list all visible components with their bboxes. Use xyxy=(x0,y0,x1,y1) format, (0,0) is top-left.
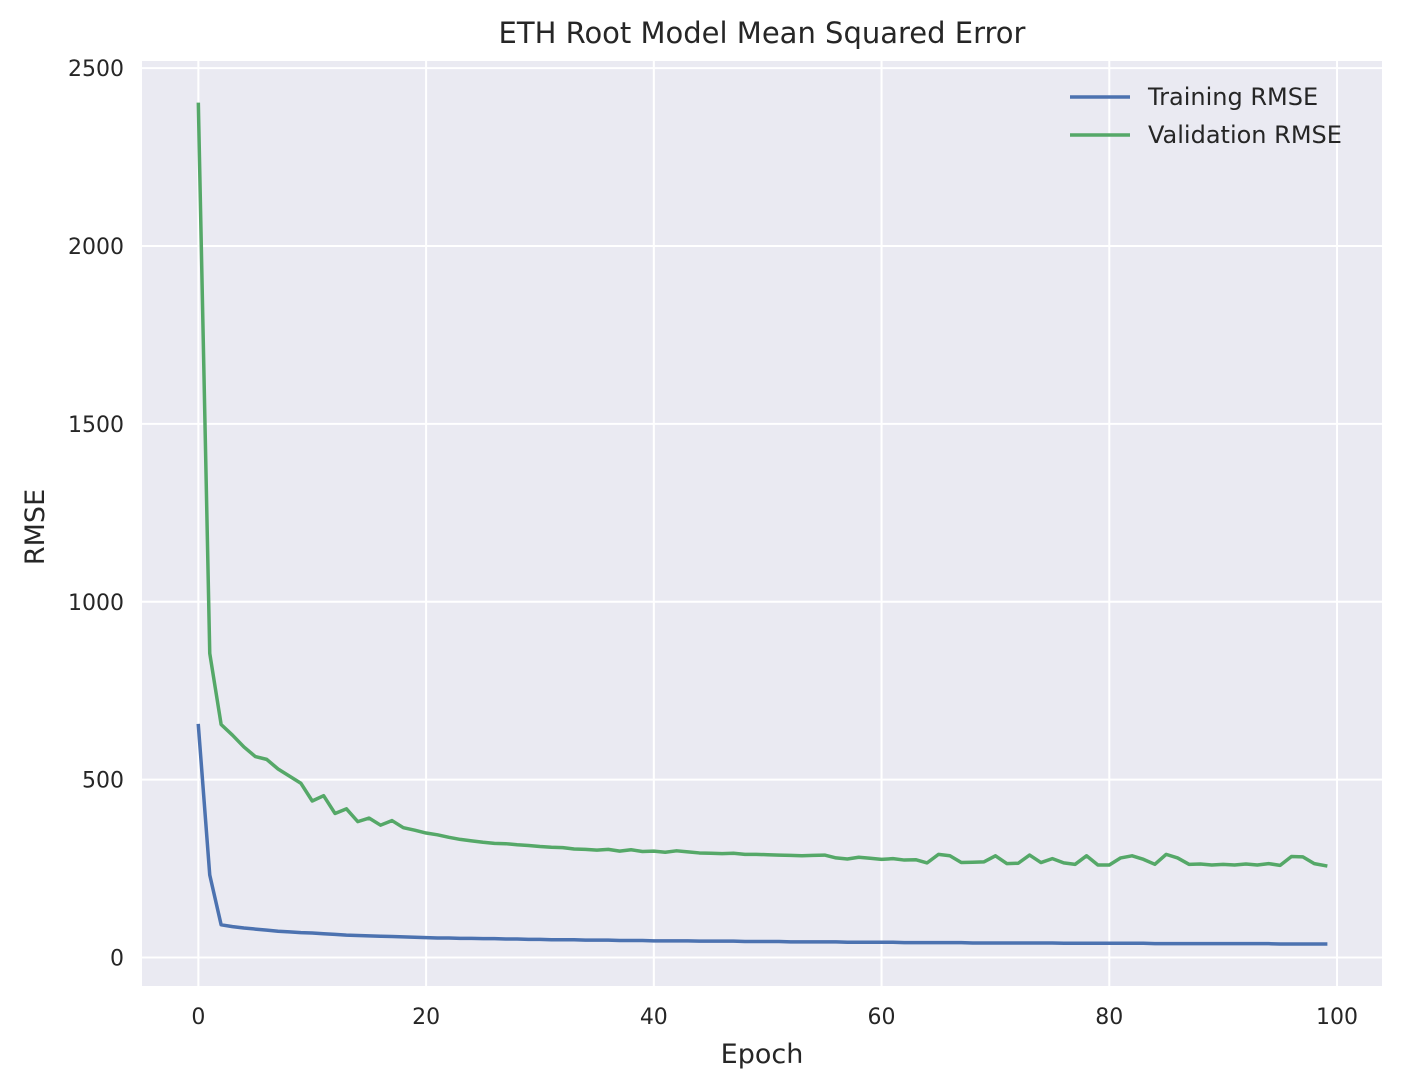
series-lines xyxy=(196,102,1328,946)
x-tick-label: 60 xyxy=(868,1005,896,1030)
series-validation-rmse-line xyxy=(196,102,1328,868)
y-tick-label: 0 xyxy=(110,947,124,972)
y-tick-label: 2000 xyxy=(68,235,124,260)
y-tick-label: 1500 xyxy=(68,413,124,438)
x-axis-label: Epoch xyxy=(721,1039,804,1070)
x-tick-label: 0 xyxy=(191,1005,205,1030)
y-tick-label: 1000 xyxy=(68,591,124,616)
y-tick-label: 2500 xyxy=(68,57,124,82)
x-tick-label: 20 xyxy=(412,1005,440,1030)
legend-training-rmse-label: Training RMSE xyxy=(1147,83,1318,111)
x-tick-label: 100 xyxy=(1316,1005,1358,1030)
grid-lines xyxy=(142,61,1382,986)
x-tick-label: 80 xyxy=(1095,1005,1123,1030)
chart-title: ETH Root Model Mean Squared Error xyxy=(499,16,1026,50)
y-tick-label: 500 xyxy=(82,769,124,794)
legend: Training RMSE Validation RMSE xyxy=(1070,83,1342,149)
series-training-rmse-line xyxy=(196,723,1328,946)
plot-area xyxy=(142,61,1382,986)
legend-validation-rmse-label: Validation RMSE xyxy=(1148,121,1342,149)
x-tick-label: 40 xyxy=(640,1005,668,1030)
y-axis-label: RMSE xyxy=(20,489,51,565)
